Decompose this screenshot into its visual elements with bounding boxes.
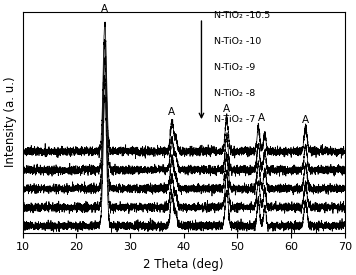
Y-axis label: Intensity (a. u.): Intensity (a. u.) [4,77,17,167]
Text: A: A [258,112,265,123]
Text: N-TiO₂ -9: N-TiO₂ -9 [214,63,256,72]
Text: N-TiO₂ -10: N-TiO₂ -10 [214,37,262,46]
Text: N-TiO₂ -7: N-TiO₂ -7 [214,115,256,124]
Text: A: A [302,115,309,125]
X-axis label: 2 Theta (deg): 2 Theta (deg) [143,258,224,271]
Text: N-TiO₂ -10.5: N-TiO₂ -10.5 [214,12,271,20]
Text: A: A [101,4,109,14]
Text: A: A [168,108,176,117]
Text: N-TiO₂ -8: N-TiO₂ -8 [214,89,256,98]
Text: A: A [223,104,230,114]
